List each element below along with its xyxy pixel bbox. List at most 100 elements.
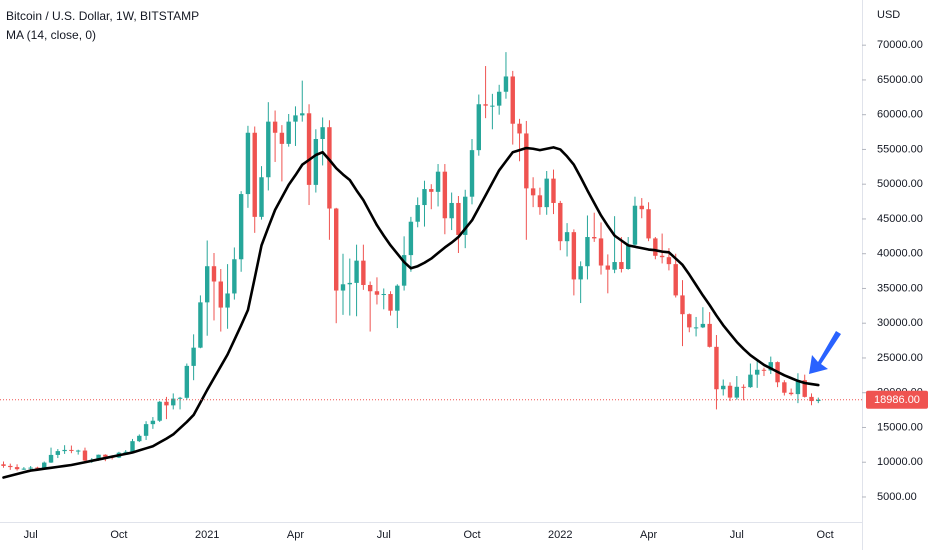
candle-body: [340, 284, 346, 291]
candle-body: [585, 237, 590, 267]
candle-body: [177, 397, 183, 399]
candle-body: [286, 121, 291, 144]
candle-body: [293, 115, 298, 122]
candle-body: [164, 401, 169, 406]
candle-body: [198, 302, 203, 348]
candle-body: [218, 281, 223, 308]
candle-body: [48, 454, 54, 463]
y-tick-label: 50000.00: [877, 178, 923, 190]
candle-body: [55, 451, 61, 455]
candle-body: [734, 386, 740, 398]
candle-body: [374, 291, 380, 295]
candle-body: [137, 435, 142, 442]
x-tick-label: 2021: [195, 529, 219, 541]
candle-body: [300, 113, 305, 116]
candle-body: [714, 346, 719, 390]
candle-body: [266, 121, 271, 178]
candle-body: [252, 132, 257, 217]
y-tick-label: 35000.00: [877, 282, 923, 294]
y-tick-label: 60000.00: [877, 109, 923, 121]
candle-body: [367, 284, 373, 292]
y-tick-label: 65000.00: [877, 74, 923, 86]
candle-body: [157, 401, 162, 421]
y-tick-label: 5000.00: [877, 491, 917, 503]
candle-body: [578, 266, 583, 280]
candle-body: [639, 205, 644, 210]
candle-body: [327, 127, 332, 209]
candle-body: [191, 347, 196, 366]
y-tick-label: 10000.00: [877, 456, 923, 468]
candle-body: [75, 450, 81, 452]
candle-body: [232, 259, 237, 294]
candle-body: [490, 105, 495, 107]
candle-body: [35, 467, 40, 469]
y-tick-label: 55000.00: [877, 143, 923, 155]
candle-body: [408, 221, 414, 256]
candle-body: [69, 449, 74, 451]
candle-body: [659, 255, 665, 258]
candle-body: [259, 177, 264, 217]
candle-body: [320, 127, 325, 140]
candle-body: [8, 465, 13, 468]
x-tick-label: 2022: [548, 529, 572, 541]
candle-body: [646, 209, 651, 239]
candle-body: [42, 462, 47, 469]
y-tick-label: 45000.00: [877, 213, 923, 225]
candle-body: [809, 396, 814, 402]
candle-body: [680, 295, 685, 315]
candle-body: [279, 132, 285, 144]
x-tick-label: Apr: [640, 529, 657, 541]
x-tick-label: Jul: [377, 529, 391, 541]
candle-body: [788, 392, 794, 395]
candle-body: [802, 380, 807, 397]
candle-body: [476, 104, 481, 151]
candle-body: [524, 133, 529, 189]
candle-body: [816, 399, 821, 402]
moving-average-line: [2, 146, 820, 479]
candle-body: [272, 121, 278, 133]
candle-body: [721, 385, 726, 390]
candle-body: [571, 232, 577, 280]
x-tick-label: Oct: [817, 529, 834, 541]
x-tick-label: Jul: [730, 529, 744, 541]
candle-body: [449, 202, 454, 219]
candle-body: [28, 467, 33, 469]
candle-body: [442, 171, 448, 219]
candle-body: [605, 265, 611, 270]
candle-body: [632, 205, 638, 245]
candle-body: [748, 374, 753, 388]
candle-body: [558, 202, 563, 242]
candle-body: [469, 150, 475, 197]
candle-body: [306, 113, 312, 185]
candle-body: [205, 266, 210, 303]
candle-body: [361, 260, 366, 285]
indicator-legend: MA (14, close, 0): [6, 28, 96, 42]
candle-body: [795, 380, 801, 395]
x-tick-label: Oct: [110, 529, 127, 541]
candle-body: [517, 123, 522, 134]
candle-body: [395, 285, 400, 311]
candle-body: [334, 208, 339, 291]
candle-body: [544, 178, 549, 208]
candle-body: [415, 205, 420, 222]
candle-body: [564, 232, 570, 242]
x-tick-label: Oct: [463, 529, 480, 541]
candle-body: [456, 202, 461, 235]
candle-body: [700, 323, 706, 328]
candle-body: [103, 454, 108, 457]
candle-body: [123, 451, 128, 453]
y-tick-label: 70000.00: [877, 39, 923, 51]
candle-body: [619, 262, 624, 269]
plot-area: [0, 52, 862, 479]
candle-body: [381, 294, 386, 296]
candle-body: [510, 76, 515, 124]
candle-body: [598, 238, 604, 266]
candle-body: [741, 386, 746, 388]
candle-body: [612, 262, 617, 270]
candle-body: [761, 369, 767, 371]
last-price-box: [866, 390, 928, 409]
candle-body: [401, 255, 407, 286]
candle-body: [592, 237, 597, 239]
candle-body: [96, 454, 101, 460]
